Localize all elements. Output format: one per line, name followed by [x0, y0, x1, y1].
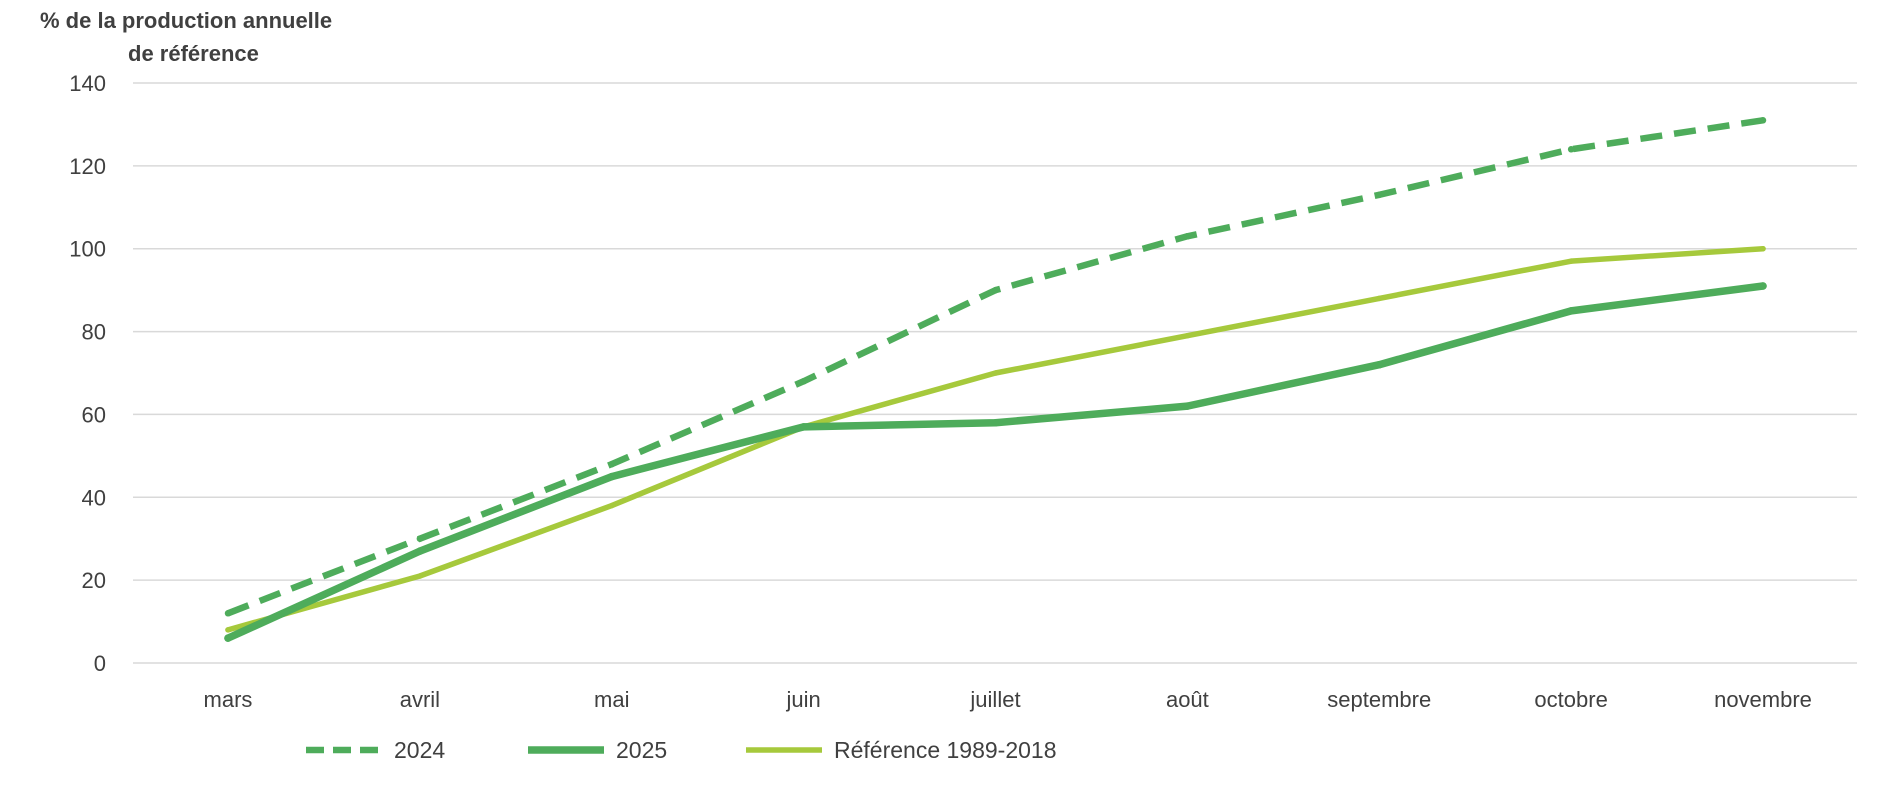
series-2-point	[1376, 295, 1382, 302]
series-1-point	[1759, 282, 1767, 290]
x-tick-label: mai	[594, 687, 629, 712]
y-tick-label: 140	[69, 71, 106, 96]
series-1-point	[1567, 307, 1575, 315]
y-tick-label: 120	[69, 154, 106, 179]
y-tick-label: 40	[82, 485, 106, 510]
x-tick-label: mars	[204, 687, 253, 712]
legend-item-2: Référence 1989-2018	[746, 737, 1057, 763]
series-2-point	[609, 502, 615, 509]
series-1-point	[799, 423, 808, 431]
y-tick-label: 100	[69, 237, 106, 262]
series-0-point	[416, 535, 424, 542]
x-axis-ticks: mars avril mai juin juillet août septembre octo…	[204, 687, 1812, 712]
x-tick-label: novembre	[1714, 687, 1812, 712]
y-tick-label: 0	[94, 651, 106, 676]
series-2-point	[1184, 332, 1191, 339]
series-1-point	[224, 634, 232, 642]
series-0-point	[1184, 233, 1191, 240]
y-axis-label-line-1: % de la production annuelle	[40, 8, 332, 33]
series-2-point	[1568, 258, 1574, 264]
y-axis-label: % de la production annuelle de référence	[40, 8, 332, 66]
y-tick-label: 80	[82, 320, 106, 345]
x-tick-label: juin	[786, 687, 821, 712]
series-0-point	[800, 378, 807, 385]
series-2-point	[417, 573, 423, 579]
x-tick-label: avril	[400, 687, 440, 712]
series-0-point	[224, 610, 232, 617]
series-0-point	[608, 460, 615, 468]
series-1-point	[1183, 402, 1192, 410]
series-2-point	[992, 370, 999, 376]
series-0-point	[1759, 117, 1767, 124]
series-line-1	[224, 282, 1767, 642]
y-axis-label-line-2: de référence	[128, 41, 259, 66]
series-1-point	[608, 472, 616, 481]
legend-label: 2025	[616, 737, 667, 763]
series-0-point	[992, 286, 999, 294]
legend-item-0: 2024	[306, 737, 445, 763]
series-1-point	[1375, 360, 1383, 369]
gridlines	[133, 82, 1857, 664]
y-tick-label: 20	[82, 568, 106, 593]
legend: 2024 2025 Référence 1989-2018	[306, 737, 1057, 763]
series-line-2	[225, 245, 1766, 633]
y-tick-label: 60	[82, 402, 106, 427]
series-lines	[224, 117, 1767, 642]
series-2-point	[1760, 245, 1766, 252]
legend-item-1: 2025	[528, 737, 667, 763]
series-0-point	[1567, 146, 1575, 153]
legend-label: 2024	[394, 737, 445, 763]
x-tick-label: octobre	[1534, 687, 1607, 712]
x-tick-label: août	[1166, 687, 1209, 712]
x-tick-label: septembre	[1327, 687, 1431, 712]
series-2-point	[225, 627, 231, 633]
series-1-point	[991, 418, 1000, 427]
legend-label: Référence 1989-2018	[834, 737, 1057, 763]
y-axis-ticks: 0 20 40 60 80 100 120 140	[69, 71, 106, 676]
series-0-point	[1376, 191, 1383, 199]
series-1-point	[416, 547, 424, 555]
x-tick-label: juillet	[969, 687, 1020, 712]
